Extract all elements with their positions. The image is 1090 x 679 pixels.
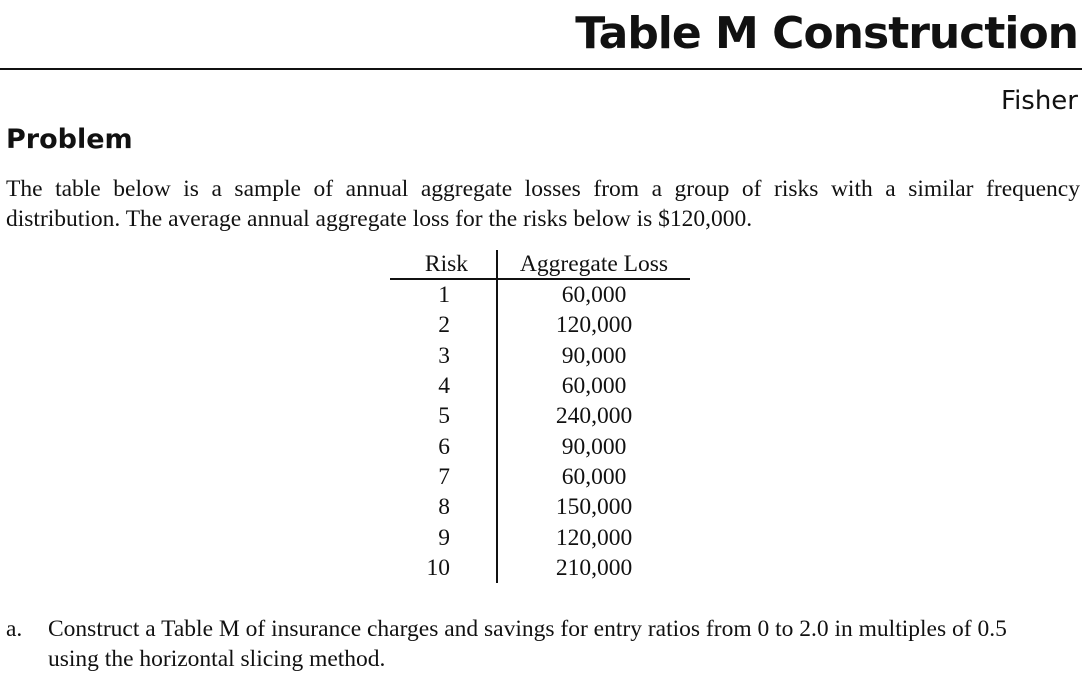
problem-paragraph: The table below is a sample of annual ag… xyxy=(6,174,1080,234)
cell-risk: 6 xyxy=(390,431,498,462)
column-header-risk: Risk xyxy=(390,250,498,280)
question-text-line-2: using the horizontal slicing method. xyxy=(48,646,386,672)
table-row: 10 210,000 xyxy=(390,552,690,583)
cell-aggregate-loss: 210,000 xyxy=(555,554,633,581)
cell-aggregate-loss: 150,000 xyxy=(555,494,633,521)
author-name: Fisher xyxy=(1001,86,1078,116)
table-body: 1 60,000 2 120,000 3 90,000 4 60,000 5 240,000 6 90… xyxy=(390,279,690,583)
cell-risk: 7 xyxy=(390,461,498,493)
column-header-aggregate-loss: Aggregate Loss xyxy=(497,250,690,280)
section-heading-problem: Problem xyxy=(6,124,133,155)
question-a: a. Construct a Table M of insurance char… xyxy=(6,614,1080,674)
question-label: a. xyxy=(6,616,23,642)
cell-aggregate-loss: 60,000 xyxy=(561,373,627,400)
cell-aggregate-loss: 120,000 xyxy=(555,312,633,339)
cell-risk: 5 xyxy=(390,401,498,432)
cell-risk: 9 xyxy=(390,522,498,553)
problem-text-line-1: The table below is a sample of annual ag… xyxy=(6,176,1080,202)
question-text-line-1: Construct a Table M of insurance charges… xyxy=(48,616,1007,642)
cell-risk: 4 xyxy=(390,370,498,402)
cell-risk: 3 xyxy=(390,340,498,371)
table-row: 8 150,000 xyxy=(390,492,690,523)
title-divider xyxy=(0,68,1082,70)
table-row: 4 60,000 xyxy=(390,370,690,402)
table-row: 6 90,000 xyxy=(390,431,690,462)
page-title: Table M Construction xyxy=(575,8,1079,59)
table-row: 1 60,000 xyxy=(390,279,690,311)
table-header-row: Risk Aggregate Loss xyxy=(390,250,690,280)
table-row: 3 90,000 xyxy=(390,340,690,371)
cell-risk: 10 xyxy=(390,552,498,583)
table-row: 2 120,000 xyxy=(390,310,690,341)
cell-aggregate-loss: 90,000 xyxy=(561,342,627,369)
aggregate-loss-table: Risk Aggregate Loss 1 60,000 2 120,000 3 90,0… xyxy=(390,250,690,583)
table-row: 7 60,000 xyxy=(390,461,690,493)
cell-risk: 1 xyxy=(390,279,498,311)
cell-aggregate-loss: 120,000 xyxy=(555,524,633,551)
cell-aggregate-loss: 60,000 xyxy=(561,463,627,490)
problem-text-line-2: distribution. The average annual aggrega… xyxy=(6,206,753,232)
cell-risk: 8 xyxy=(390,492,498,523)
table-row: 9 120,000 xyxy=(390,522,690,553)
cell-risk: 2 xyxy=(390,310,498,341)
cell-aggregate-loss: 90,000 xyxy=(561,433,627,460)
cell-aggregate-loss: 60,000 xyxy=(561,282,627,309)
table-row: 5 240,000 xyxy=(390,401,690,432)
cell-aggregate-loss: 240,000 xyxy=(555,403,633,430)
